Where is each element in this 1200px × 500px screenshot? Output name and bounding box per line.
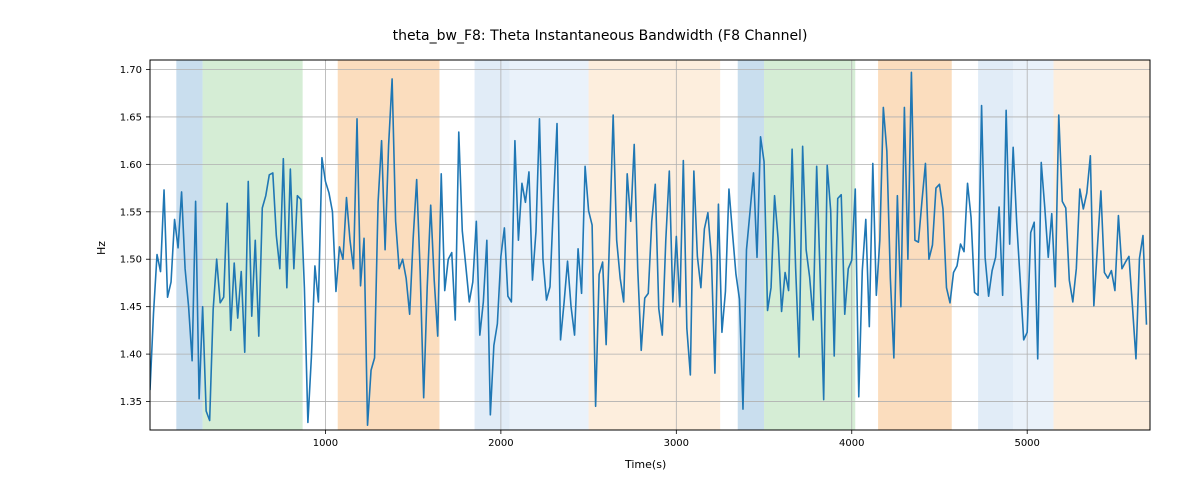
y-tick-label: 1.70 — [120, 65, 142, 76]
y-tick-label: 1.40 — [120, 350, 142, 361]
x-tick-label: 5000 — [1014, 438, 1039, 449]
y-tick-label: 1.65 — [120, 112, 142, 123]
y-tick-label: 1.50 — [120, 255, 142, 266]
x-tick-label: 1000 — [313, 438, 338, 449]
shaded-region — [978, 60, 1013, 430]
y-tick-label: 1.55 — [120, 207, 142, 218]
y-tick-label: 1.45 — [120, 302, 142, 313]
shaded-region — [510, 60, 589, 430]
shaded-region — [589, 60, 721, 430]
chart-container: theta_bw_F8: Theta Instantaneous Bandwid… — [0, 0, 1200, 500]
y-tick-label: 1.35 — [120, 397, 142, 408]
x-tick-label: 3000 — [664, 438, 689, 449]
chart-svg: 1000 2000 3000 4000 5000 1.35 1.40 1.45 1.50 1.55… — [0, 0, 1200, 500]
x-tick-label: 2000 — [488, 438, 513, 449]
x-tick-label: 4000 — [839, 438, 864, 449]
y-tick-label: 1.60 — [120, 160, 142, 171]
